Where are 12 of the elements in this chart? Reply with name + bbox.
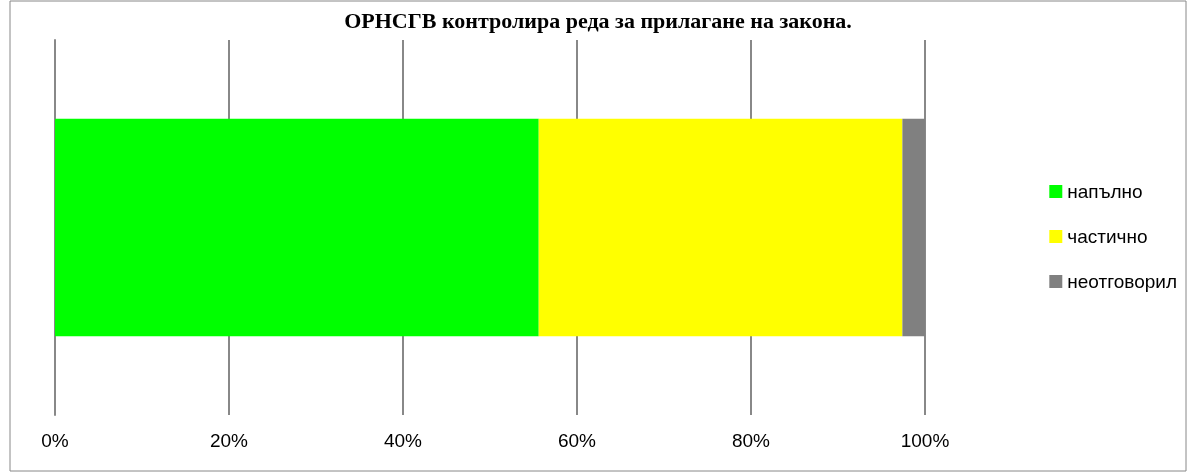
x-tick-label: 20% <box>209 430 249 451</box>
bar <box>538 118 903 337</box>
legend-label: напълно <box>1067 181 1143 202</box>
x-tick-label: 40% <box>383 430 423 451</box>
chart-title: ОРНСГВ контролира реда за прилагане на закона. <box>344 7 852 33</box>
legend-label: частично <box>1067 226 1148 247</box>
x-tick-label: 0% <box>41 430 69 451</box>
bar <box>55 118 539 337</box>
x-tick-label: 100% <box>900 430 950 451</box>
x-tick-label: 60% <box>557 430 597 451</box>
legend-label: неотговорил <box>1067 271 1178 292</box>
x-tick-label: 80% <box>731 430 771 451</box>
